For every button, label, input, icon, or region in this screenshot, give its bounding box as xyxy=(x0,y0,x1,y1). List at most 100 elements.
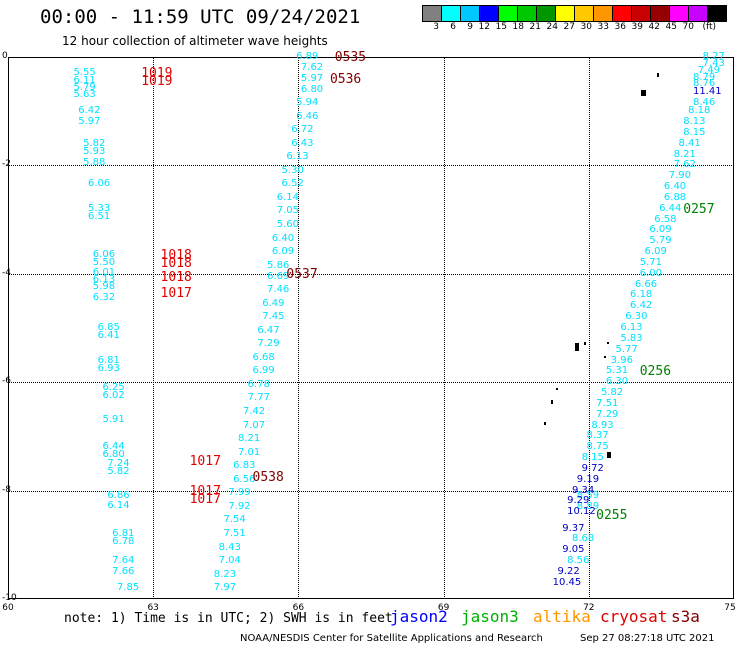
wave-height-value: 5.60 xyxy=(276,219,299,231)
wave-height-value: 7.51 xyxy=(596,397,619,409)
wave-height-value: 8.56 xyxy=(567,555,590,567)
wave-height-value: 8.43 xyxy=(218,541,241,553)
wave-height-value: 7.42 xyxy=(242,406,266,417)
wave-height-value: 5.91 xyxy=(102,414,125,426)
pass-time-label: 1018 xyxy=(160,255,192,271)
wave-height-value: 5.97 xyxy=(300,72,324,84)
wave-height-value: 10.45 xyxy=(552,576,582,588)
wave-height-value: 6.89 xyxy=(296,51,319,62)
wave-height-value: 6.47 xyxy=(257,324,280,336)
scale-swatch xyxy=(688,5,708,22)
wave-height-value: 5.77 xyxy=(615,343,638,355)
wave-height-value: 9.37 xyxy=(562,522,585,534)
wave-height-value: 5.93 xyxy=(83,145,106,157)
grid-line-horizontal xyxy=(8,382,734,384)
grid-line-vertical xyxy=(153,57,155,599)
scale-label: 24 xyxy=(546,22,558,32)
wave-height-value: 5.82 xyxy=(107,465,130,477)
wave-height-value: 6.09 xyxy=(644,246,667,258)
scale-swatch xyxy=(593,5,613,22)
wave-height-value: 6.66 xyxy=(634,278,658,290)
wave-height-value: 6.44 xyxy=(102,441,125,453)
color-scale xyxy=(422,5,727,22)
grid-line-horizontal xyxy=(8,490,734,492)
grid-line-vertical xyxy=(588,57,590,599)
credit-text: NOAA/NESDIS Center for Satellite Applica… xyxy=(240,633,543,644)
wave-height-value: 7.05 xyxy=(276,205,299,217)
wave-height-value: 7.46 xyxy=(267,284,290,296)
wave-height-value: 8.46 xyxy=(692,97,716,109)
grid-line-vertical xyxy=(443,57,445,599)
scale-swatch xyxy=(479,5,499,22)
wave-height-value: 8.79 xyxy=(692,71,716,83)
wave-height-value: 8.21 xyxy=(238,433,261,445)
wave-height-value: 8.23 xyxy=(213,568,237,580)
wave-height-value: 6.83 xyxy=(233,460,256,472)
pass-time-label: 1018 xyxy=(160,269,192,285)
wave-height-value: 10.12 xyxy=(567,506,596,518)
wave-height-value: 6.18 xyxy=(630,289,653,301)
wave-height-value: 5.50 xyxy=(92,256,116,268)
pass-time-label: 1017 xyxy=(160,285,192,301)
wave-height-value: 7.51 xyxy=(223,527,246,539)
wave-height-value: 5.97 xyxy=(78,116,101,128)
wave-height-value: 6.41 xyxy=(97,330,120,342)
wave-height-value: 6.02 xyxy=(102,389,125,401)
wave-height-value: 5.83 xyxy=(620,332,643,344)
scale-label: 3 xyxy=(433,22,439,32)
wave-height-value: 6.81 xyxy=(112,527,135,539)
wave-height-value: 6.58 xyxy=(654,213,677,225)
footer-note: note: 1) Time is in UTC; 2) SWH is in fe… xyxy=(64,611,393,626)
scale-label: 9 xyxy=(467,22,473,32)
wave-height-value: 5.86 xyxy=(267,259,290,271)
y-tick-label: 0 xyxy=(2,51,8,61)
wave-height-value: 7.45 xyxy=(262,311,285,323)
wave-height-value: 7.49 xyxy=(697,64,721,76)
wave-height-value: 6.78 xyxy=(247,378,270,390)
pass-time-label: 0256 xyxy=(639,364,672,380)
wave-height-value: 5.98 xyxy=(92,281,116,293)
wave-height-value: 6.09 xyxy=(271,246,295,258)
land-mass xyxy=(657,73,659,77)
wave-height-value: 7.54 xyxy=(223,514,246,526)
wave-height-value: 7.24 xyxy=(107,457,130,469)
wave-height-value: 6.51 xyxy=(87,210,111,222)
wave-height-value: 8.59 xyxy=(576,490,600,502)
wave-height-value: 7.90 xyxy=(668,170,692,182)
wave-height-value: 9.22 xyxy=(557,565,580,577)
map-title: 00:00 - 11:59 UTC 09/24/2021 xyxy=(40,6,361,28)
wave-height-value: 8.68 xyxy=(571,533,595,545)
wave-height-value: 6.43 xyxy=(291,137,314,149)
scale-label: 18 xyxy=(512,22,524,32)
wave-height-value: 6.78 xyxy=(112,536,135,548)
wave-height-value: 6.40 xyxy=(271,232,295,244)
scale-label: 27 xyxy=(563,22,575,32)
wave-height-value: 5.79 xyxy=(73,82,96,94)
wave-height-value: 8.21 xyxy=(673,148,696,160)
wave-height-value: 5.30 xyxy=(281,164,304,176)
scale-label: 70 xyxy=(682,22,694,32)
wave-height-value: 7.64 xyxy=(112,555,135,567)
scale-swatch xyxy=(650,5,670,22)
scale-label: 6 xyxy=(450,22,456,32)
land-mass xyxy=(575,343,579,351)
wave-height-value: 5.94 xyxy=(296,97,319,109)
wave-height-value: 3.96 xyxy=(610,354,633,366)
wave-height-value: 5.71 xyxy=(639,256,662,268)
wave-height-value: 5.31 xyxy=(605,365,629,377)
wave-height-value: 7.01 xyxy=(238,446,261,458)
scale-swatch xyxy=(536,5,556,22)
x-tick-label: 75 xyxy=(724,603,736,613)
wave-height-value: 7.04 xyxy=(218,555,241,567)
scale-label: 39 xyxy=(631,22,643,32)
wave-height-value: 7.62 xyxy=(673,159,696,171)
pass-time-label: 1018 xyxy=(160,247,192,263)
wave-height-value: 6.42 xyxy=(630,300,653,312)
pass-time-label: 0257 xyxy=(683,201,715,217)
wave-height-value: 6.30 xyxy=(625,311,648,323)
wave-height-value: 8.41 xyxy=(678,137,701,149)
wave-height-value: 6.06 xyxy=(92,248,116,260)
wave-height-value: 6.06 xyxy=(87,178,111,190)
y-tick-label: -2 xyxy=(2,159,11,170)
x-tick-label: 60 xyxy=(2,603,14,613)
